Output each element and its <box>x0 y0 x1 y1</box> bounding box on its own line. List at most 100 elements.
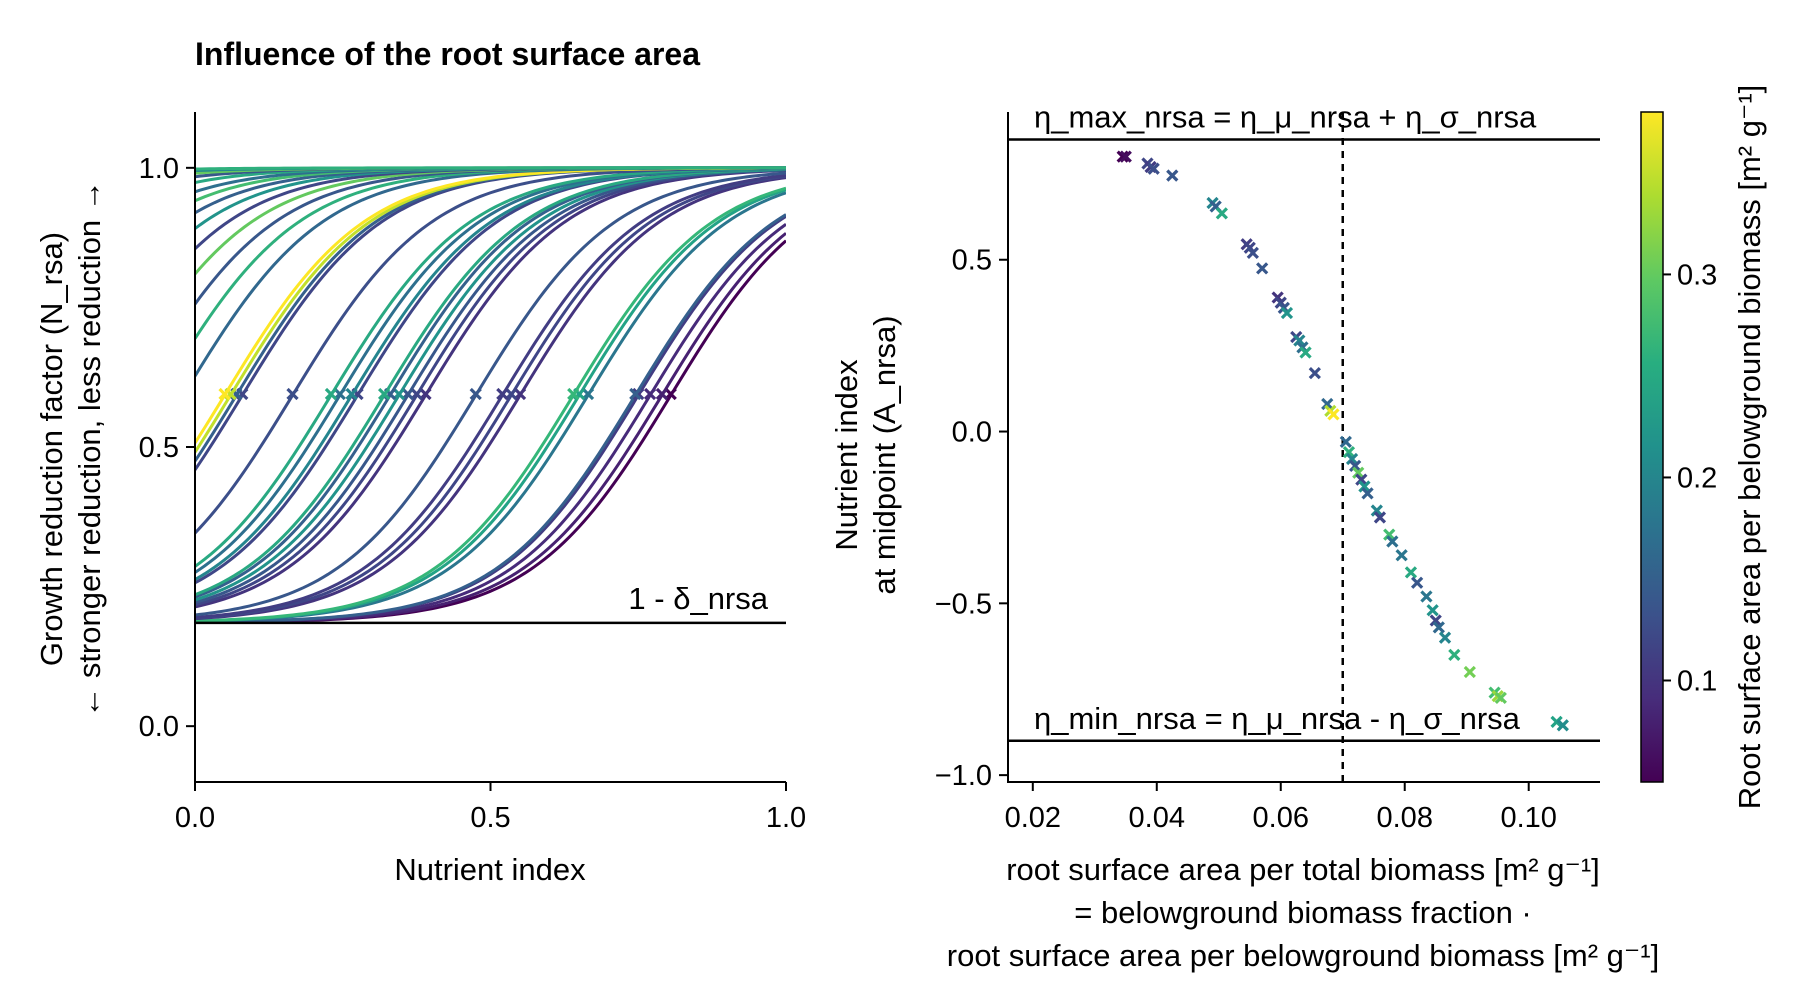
y-axis-label-line-1: Growth reduction factor (N_rsa) <box>34 232 69 666</box>
series-line <box>195 168 786 607</box>
scatter-point <box>1293 334 1306 347</box>
y-tick-label: 1.0 <box>139 153 179 185</box>
scatter-point <box>1256 262 1269 275</box>
scatter-point <box>1426 604 1439 617</box>
colorbar-label-text: Root surface area per belowground biomas… <box>1732 85 1767 810</box>
midpoint-marker <box>218 387 231 401</box>
growth-reduction-plot: Influence of the root surface area 1 - δ… <box>34 36 806 887</box>
midpoint-marker <box>324 387 338 401</box>
right-x-axis-label-line-1: root surface area per total biomass [m² … <box>1006 852 1600 887</box>
scatter-point <box>1370 504 1383 517</box>
midpoint-marker <box>632 387 645 401</box>
scatter-point <box>1345 452 1359 466</box>
series-line <box>195 174 786 620</box>
y-axis-label: Growth reduction factor (N_rsa) ← strong… <box>34 180 107 718</box>
x-tick-label: 1.0 <box>766 802 806 834</box>
scatter-point <box>1463 665 1476 679</box>
y-tick-label: 0.0 <box>139 711 179 743</box>
colorbar: 0.1 0.2 0.3 Root surface area per belowgro… <box>1640 85 1767 810</box>
scatter-point <box>1308 366 1321 380</box>
right-y-tick-label: −0.5 <box>935 588 992 620</box>
scatter-point <box>1246 246 1259 260</box>
series-line <box>195 213 786 624</box>
right-x-tick-label: 0.02 <box>1005 802 1061 834</box>
scatter-point <box>1355 473 1368 486</box>
scatter-point <box>1280 306 1294 320</box>
colorbar-tick-label: 0.3 <box>1677 259 1717 291</box>
scatter-point <box>1349 459 1362 473</box>
right-x-tick-label: 0.04 <box>1129 802 1185 834</box>
right-y-axis-label: Nutrient index at midpoint (A_nrsa) <box>829 315 902 594</box>
series-line <box>195 173 786 619</box>
left-axes: 0.0 0.5 1.0 0.0 0.5 1.0 <box>139 112 806 834</box>
minimum-line-label: 1 - δ_nrsa <box>628 581 768 616</box>
scatter-point <box>1116 150 1129 163</box>
scatter-point <box>1215 207 1228 220</box>
colorbar-tick-label: 0.2 <box>1677 462 1717 494</box>
scatter-point <box>1432 621 1445 634</box>
scatter-point <box>1395 549 1408 562</box>
x-tick-label: 0.5 <box>470 802 510 834</box>
scatter-point <box>1299 346 1312 359</box>
scatter-point <box>1438 631 1452 644</box>
scatter-points-group <box>1116 150 1569 732</box>
midpoint-scatter-plot: η_max_nrsa = η_μ_nrsa + η_σ_nrsa η_min_nr… <box>829 99 1659 973</box>
scatter-point <box>1429 614 1442 627</box>
scatter-point <box>1327 408 1340 421</box>
min-line-label: η_min_nrsa = η_μ_nrsa - η_σ_nrsa <box>1034 701 1521 736</box>
bound-lines-group: η_max_nrsa = η_μ_nrsa + η_σ_nrsa η_min_nr… <box>1008 99 1600 743</box>
scatter-point <box>1556 719 1569 732</box>
series-line <box>195 166 786 171</box>
series-line <box>195 176 786 621</box>
scatter-point <box>1373 511 1387 524</box>
right-y-axis-label-line-1: Nutrient index <box>829 359 864 551</box>
midpoint-marker <box>629 387 642 401</box>
colorbar-label: Root surface area per belowground biomas… <box>1732 85 1767 810</box>
scatter-point <box>1420 590 1433 603</box>
scatter-point <box>1383 528 1396 541</box>
midpoint-marker <box>567 387 580 401</box>
right-y-axis-label-line-2: at midpoint (A_nrsa) <box>867 315 902 594</box>
scatter-point <box>1358 480 1371 493</box>
x-tick-label: 0.0 <box>175 802 215 834</box>
colorbar-tick-label: 0.1 <box>1677 665 1717 697</box>
scatter-point <box>1386 535 1399 548</box>
series-line <box>195 167 786 585</box>
scatter-point <box>1321 397 1334 411</box>
midpoint-marker <box>496 387 509 401</box>
right-x-tick-label: 0.08 <box>1377 802 1433 834</box>
scatter-point <box>1147 162 1160 175</box>
series-line <box>195 167 786 597</box>
right-x-axis-label-line-2: = belowground biomass fraction · <box>1074 895 1532 930</box>
scatter-point <box>1410 576 1424 589</box>
scatter-point <box>1339 435 1352 448</box>
scatter-point <box>1494 691 1507 704</box>
x-axis-label: Nutrient index <box>394 852 586 887</box>
minimum-line-group: 1 - δ_nrsa <box>195 581 786 625</box>
right-x-tick-label: 0.10 <box>1500 802 1556 834</box>
midpoint-marker-group <box>218 387 677 401</box>
midpoint-marker <box>655 387 669 401</box>
scatter-point <box>1166 169 1179 182</box>
y-tick-label: 0.5 <box>139 432 179 464</box>
scatter-point <box>1119 150 1132 163</box>
series-line <box>195 186 786 623</box>
scatter-point <box>1352 466 1365 479</box>
colorbar-frame <box>1640 111 1664 783</box>
colorbar-gradient <box>1641 112 1663 782</box>
midpoint-marker <box>377 387 391 401</box>
series-line <box>195 215 786 624</box>
scatter-point <box>1550 715 1563 729</box>
y-axis-label-line-2: ← stronger reduction, less reduction → <box>72 180 107 718</box>
colorbar-ticks: 0.1 0.2 0.3 <box>1640 111 1717 783</box>
midpoint-marker <box>643 387 657 401</box>
scatter-point <box>1448 648 1461 662</box>
right-axes: 0.02 0.04 0.06 0.08 0.10 −1.0 −0.5 0.0 0.5 <box>935 112 1600 834</box>
scatter-point <box>1361 487 1374 500</box>
right-y-tick-label: −1.0 <box>935 760 992 792</box>
midpoint-marker <box>469 387 482 401</box>
scatter-point <box>1342 446 1356 459</box>
right-y-tick-label: 0.5 <box>952 245 992 277</box>
right-x-tick-label: 0.06 <box>1253 802 1309 834</box>
